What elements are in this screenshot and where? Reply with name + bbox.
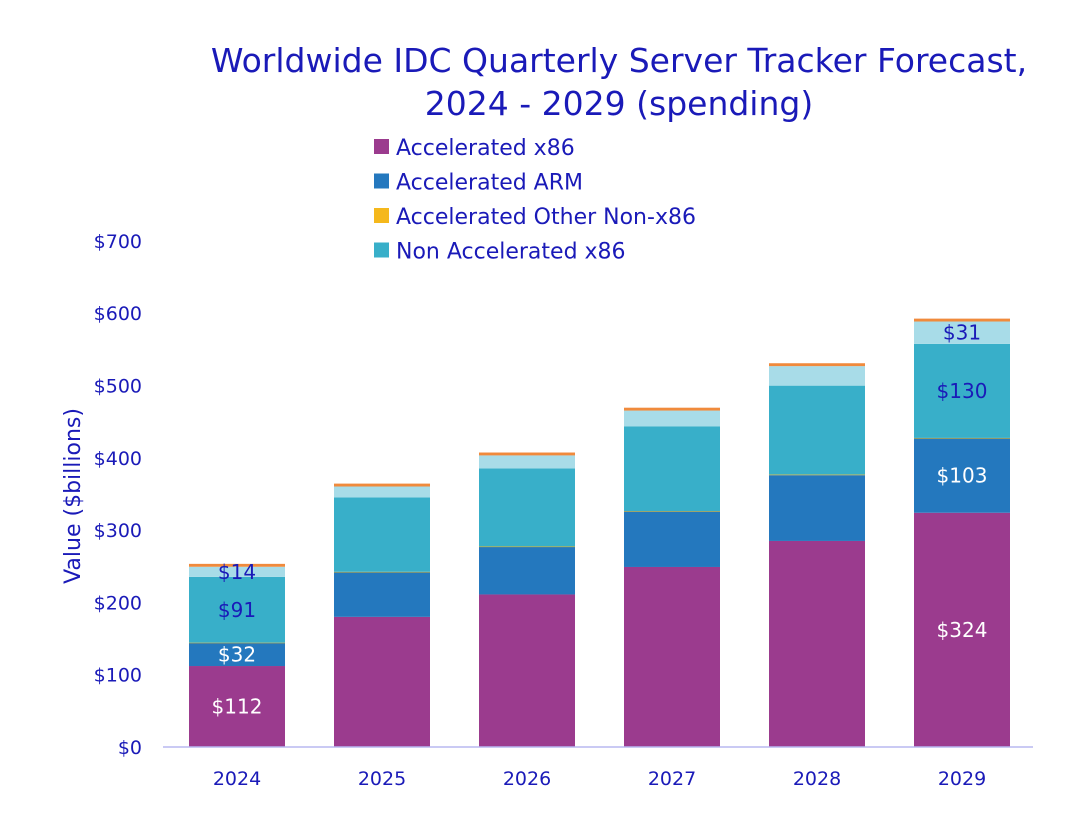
legend-swatch: [374, 173, 389, 189]
y-tick-label: $600: [94, 303, 142, 325]
y-tick-label: $500: [94, 376, 142, 398]
bar-segment: [334, 486, 430, 498]
bar-segment: [624, 426, 720, 512]
legend: Accelerated x86 Accelerated ARM Accelerate…: [374, 136, 696, 265]
data-labels: $112 $32 $91 $14 $324 $103 $130 $31: [212, 321, 988, 719]
bar-segment: [624, 566, 720, 747]
bar-segment: [334, 483, 430, 487]
x-tick-label: 2029: [938, 768, 986, 790]
bar-segment: [769, 474, 865, 476]
bar-segment: [334, 616, 430, 747]
y-axis-title: Value ($billions): [61, 408, 86, 584]
bar-segment: [334, 571, 430, 573]
bar-segment: [479, 594, 575, 747]
y-tick-label: $100: [94, 665, 142, 687]
bar-segment: [624, 410, 720, 427]
bar-segment: [624, 511, 720, 567]
y-tick-label: $700: [94, 231, 142, 253]
bar-segment: [189, 576, 285, 643]
x-tick-label: 2025: [358, 768, 406, 790]
bar-segment: [189, 566, 285, 577]
bar-segment: [189, 563, 285, 567]
x-tick-label: 2028: [793, 768, 841, 790]
bar-segment: [189, 642, 285, 667]
bar-segment: [914, 438, 1010, 513]
x-tick-label: 2027: [648, 768, 696, 790]
bar-segment: [769, 540, 865, 747]
bar-segment: [914, 437, 1010, 439]
y-axis-ticks: $0 $100 $200 $300 $400 $500 $600 $700: [94, 231, 142, 759]
bar-segment: [914, 512, 1010, 747]
legend-entry: Accelerated Other Non-x86: [396, 205, 696, 230]
bar-segment: [769, 366, 865, 386]
data-label: $324: [937, 618, 988, 642]
bar-segment: [769, 363, 865, 367]
bar-segment: [914, 318, 1010, 322]
bars: [189, 318, 1010, 747]
data-label: $112: [212, 695, 263, 719]
data-label: $31: [943, 321, 981, 345]
legend-entry: Non Accelerated x86: [396, 240, 626, 265]
chart-title-line-1: Worldwide IDC Quarterly Server Tracker F…: [211, 41, 1027, 80]
data-label: $91: [218, 598, 256, 622]
bar-segment: [914, 321, 1010, 344]
legend-entry: Accelerated ARM: [396, 171, 583, 196]
legend-swatch: [374, 139, 389, 154]
legend-entry: Accelerated x86: [396, 136, 575, 161]
bar-segment: [479, 452, 575, 456]
data-label: $32: [218, 642, 256, 666]
bar-segment: [914, 343, 1010, 438]
bar-segment: [189, 666, 285, 747]
legend-swatch: [374, 208, 389, 223]
bar-segment: [624, 511, 720, 512]
y-tick-label: $200: [94, 592, 142, 614]
x-tick-label: 2026: [503, 768, 551, 790]
bar-segment: [334, 497, 430, 572]
x-tick-label: 2024: [213, 768, 261, 790]
bar-segment: [479, 546, 575, 595]
data-label: $130: [937, 379, 988, 403]
y-tick-label: $300: [94, 520, 142, 542]
y-tick-label: $0: [118, 737, 142, 759]
data-label: $14: [218, 560, 256, 584]
x-axis-ticks: 2024 2025 2026 2027 2028 2029: [213, 768, 986, 790]
bar-segment: [769, 385, 865, 475]
bar-segment: [624, 407, 720, 411]
bar-segment: [769, 475, 865, 541]
bar-segment: [334, 572, 430, 617]
bar-segment: [479, 546, 575, 548]
bar-segment: [479, 455, 575, 469]
y-tick-label: $400: [94, 448, 142, 470]
chart-title-line-2: 2024 - 2029 (spending): [425, 84, 813, 123]
bar-segment: [479, 468, 575, 547]
legend-swatch: [374, 242, 389, 258]
bar-segment: [189, 642, 285, 644]
data-label: $103: [937, 464, 988, 488]
